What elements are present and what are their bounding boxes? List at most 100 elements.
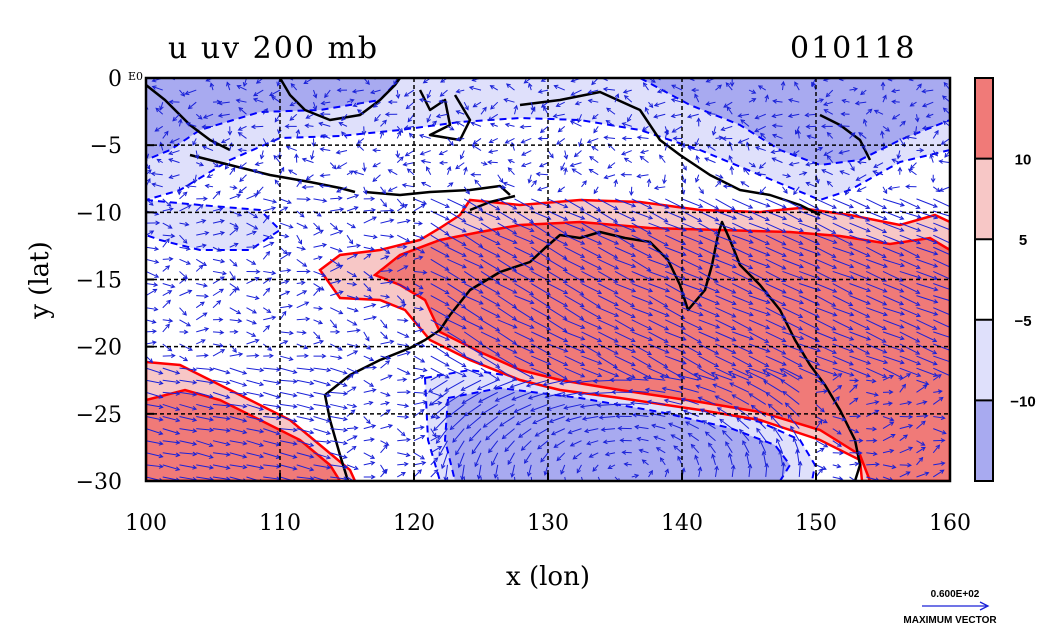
wind-vector-head xyxy=(899,215,905,221)
wind-vector-head xyxy=(214,162,220,168)
wind-vector xyxy=(592,113,599,120)
colorbar-label: 10 xyxy=(1015,152,1032,169)
wind-vector-head xyxy=(371,207,377,213)
wind-vector-head xyxy=(755,146,761,151)
wind-vector-head xyxy=(934,129,939,135)
wind-vector xyxy=(202,125,214,128)
wind-vector xyxy=(162,367,180,374)
wind-vector-head xyxy=(529,337,535,342)
wind-vector-head xyxy=(849,372,855,377)
wind-vector xyxy=(564,319,585,329)
wind-vector-head xyxy=(192,406,198,411)
wind-vector-head xyxy=(740,181,746,186)
wind-vector-head xyxy=(254,161,260,167)
wind-vector-head xyxy=(764,338,770,343)
wind-vector xyxy=(614,94,619,103)
wind-vector xyxy=(279,428,297,431)
wind-vector xyxy=(246,307,257,314)
wind-vector xyxy=(413,343,425,347)
wind-vector xyxy=(430,374,442,381)
wind-vector xyxy=(262,108,268,115)
wind-vector xyxy=(916,295,938,303)
wind-vector xyxy=(205,185,214,188)
wind-vector-head xyxy=(648,312,654,317)
wind-vector-head xyxy=(933,311,939,316)
wind-vector-head xyxy=(798,374,804,379)
wind-vector-head xyxy=(387,374,393,379)
wind-vector xyxy=(514,476,516,481)
wind-vector xyxy=(540,125,549,133)
wind-vector xyxy=(577,114,582,123)
wind-vector xyxy=(341,113,348,121)
wind-vector xyxy=(320,148,331,152)
wind-vector-head xyxy=(306,196,311,202)
wind-vector xyxy=(447,283,466,296)
wind-vector-head xyxy=(301,184,307,190)
wind-vector xyxy=(614,283,636,292)
wind-vector-head xyxy=(153,282,159,287)
wind-vector-head xyxy=(216,247,222,252)
wind-vector-head xyxy=(594,390,600,396)
wind-vector-head xyxy=(471,144,477,149)
wind-vector-head xyxy=(527,178,533,184)
wind-vector-head xyxy=(921,420,926,426)
wind-vector xyxy=(363,271,373,279)
wind-vector-head xyxy=(845,190,850,196)
wind-vector-head xyxy=(875,72,879,76)
wind-vector xyxy=(698,234,720,245)
wind-vector xyxy=(698,367,719,380)
wind-vector-head xyxy=(731,362,737,367)
wind-vector xyxy=(932,397,944,405)
wind-vector xyxy=(799,210,821,220)
wind-vector xyxy=(488,440,499,453)
wind-vector xyxy=(380,360,390,369)
wind-vector xyxy=(566,416,582,422)
wind-vector xyxy=(430,343,449,356)
wind-vector xyxy=(899,121,906,127)
wind-vector-head xyxy=(543,105,548,111)
wind-vector xyxy=(269,89,281,96)
wind-vector-head xyxy=(387,99,393,105)
wind-vector xyxy=(899,283,920,294)
wind-vector xyxy=(599,416,616,419)
wind-vector-head xyxy=(271,270,277,276)
wind-vector-head xyxy=(435,414,441,420)
wind-vector xyxy=(603,440,616,443)
wind-vector xyxy=(430,367,450,379)
wind-vector-head xyxy=(761,450,767,456)
wind-vector-head xyxy=(200,339,206,344)
wind-vector xyxy=(397,403,409,407)
wind-vector xyxy=(581,476,584,481)
wind-vector-head xyxy=(427,388,433,393)
wind-vector xyxy=(196,328,209,333)
wind-vector xyxy=(688,433,700,442)
wind-vector-head xyxy=(705,78,711,83)
wind-vector-head xyxy=(714,312,720,318)
wind-vector-head xyxy=(806,134,812,140)
wind-vector xyxy=(195,150,199,159)
wind-vector xyxy=(882,234,904,244)
wind-vector-head xyxy=(297,239,303,245)
wind-vector xyxy=(438,440,448,456)
wind-vector-head xyxy=(366,253,372,258)
colorbar-label: −5 xyxy=(1014,313,1031,330)
wind-vector-head xyxy=(255,79,261,84)
wind-vector xyxy=(363,425,376,430)
wind-vector-head xyxy=(832,239,838,244)
wind-vector-head xyxy=(372,365,378,370)
neg-strong-region-ne xyxy=(639,78,950,167)
wind-vector xyxy=(192,138,197,146)
wind-vector xyxy=(547,283,568,294)
wind-vector-head xyxy=(646,230,652,235)
wind-vector-head xyxy=(525,383,531,388)
wind-vectors xyxy=(146,72,950,481)
wind-vector-head xyxy=(433,426,438,432)
wind-vector xyxy=(480,319,500,332)
wind-vector xyxy=(832,307,854,316)
wind-vector-head xyxy=(582,180,587,186)
wind-vector-head xyxy=(580,265,586,270)
wind-vector-head xyxy=(552,113,558,119)
wind-vector-head xyxy=(209,82,215,88)
wind-vector xyxy=(779,450,783,465)
wind-vector-head xyxy=(890,433,896,439)
